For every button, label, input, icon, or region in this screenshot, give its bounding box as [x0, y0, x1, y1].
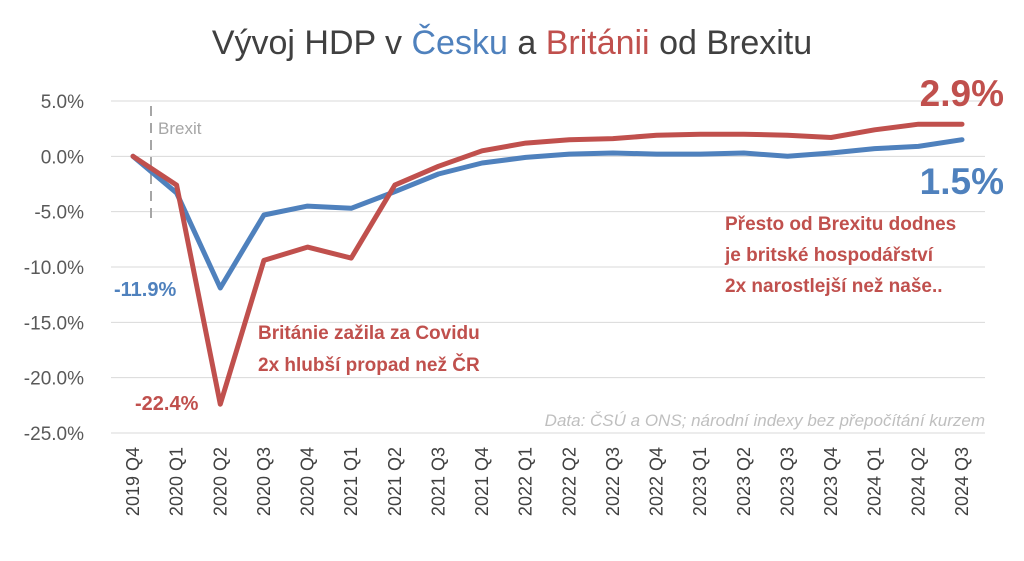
since-brexit-note-line-3: 2x narostlejší než naše..: [725, 276, 943, 297]
x-tick-label: 2020 Q3: [254, 447, 274, 516]
x-tick-label: 2021 Q3: [428, 447, 448, 516]
since-brexit-note-line-2: je britské hospodářství: [724, 245, 934, 266]
x-axis-ticks: 2019 Q4 2020 Q1 2020 Q2 2020 Q3 2020 Q4 2021 …: [123, 447, 972, 516]
x-tick-label: 2022 Q2: [559, 447, 579, 516]
x-tick-label: 2021 Q2: [385, 447, 405, 516]
series-lines: [130, 121, 965, 407]
title-cz: Česku: [412, 24, 508, 62]
x-tick-label: 2021 Q4: [472, 447, 492, 516]
covid-note-line-2: 2x hlubší propad než ČR: [258, 354, 480, 376]
y-tick-label: -15.0%: [24, 313, 84, 334]
cz-end-label: 1.5%: [920, 161, 1004, 202]
gridlines: [111, 100, 985, 434]
data-source-note: Data: ČSÚ a ONS; národní indexy bez přep…: [545, 411, 985, 430]
x-tick-label: 2023 Q3: [777, 447, 797, 516]
brexit-label: Brexit: [158, 119, 202, 138]
x-tick-label: 2019 Q4: [123, 447, 143, 516]
x-tick-label: 2022 Q3: [603, 447, 623, 516]
x-tick-label: 2024 Q1: [865, 447, 885, 516]
y-tick-label: 0.0%: [41, 147, 84, 168]
since-brexit-note-line-1: Přesto od Brexitu dodnes: [725, 214, 956, 235]
uk-min-label: -22.4%: [135, 393, 199, 415]
series-line-cz: [130, 137, 965, 291]
y-tick-label: 5.0%: [41, 92, 84, 113]
x-tick-label: 2024 Q2: [908, 447, 928, 516]
x-tick-label: 2022 Q1: [516, 447, 536, 516]
y-axis-ticks: 5.0% 0.0% -5.0% -10.0% -15.0% -20.0% -25.0%: [24, 92, 84, 445]
x-tick-label: 2020 Q4: [298, 447, 318, 516]
y-tick-label: -20.0%: [24, 369, 84, 390]
x-tick-label: 2020 Q1: [167, 447, 187, 516]
y-tick-label: -5.0%: [34, 203, 84, 224]
x-tick-label: 2024 Q3: [952, 447, 972, 516]
title-part-2: a: [508, 24, 546, 62]
x-tick-label: 2021 Q1: [341, 447, 361, 516]
y-tick-label: -10.0%: [24, 258, 84, 279]
x-tick-label: 2020 Q2: [210, 447, 230, 516]
x-tick-label: 2022 Q4: [647, 447, 667, 516]
chart-title: Vývoj HDP v Česku a Británii od Brexitu: [212, 24, 812, 62]
x-tick-label: 2023 Q1: [690, 447, 710, 516]
uk-end-label: 2.9%: [920, 73, 1004, 114]
title-part-1: Vývoj HDP v: [212, 24, 412, 62]
covid-note-line-1: Británie zažila za Covidu: [258, 323, 480, 344]
x-tick-label: 2023 Q4: [821, 447, 841, 516]
title-part-3: od Brexitu: [650, 24, 813, 62]
x-tick-label: 2023 Q2: [734, 447, 754, 516]
y-tick-label: -25.0%: [24, 424, 84, 445]
series-line-uk: [130, 121, 965, 407]
cz-min-label: -11.9%: [114, 279, 176, 301]
title-uk: Británii: [546, 24, 650, 62]
